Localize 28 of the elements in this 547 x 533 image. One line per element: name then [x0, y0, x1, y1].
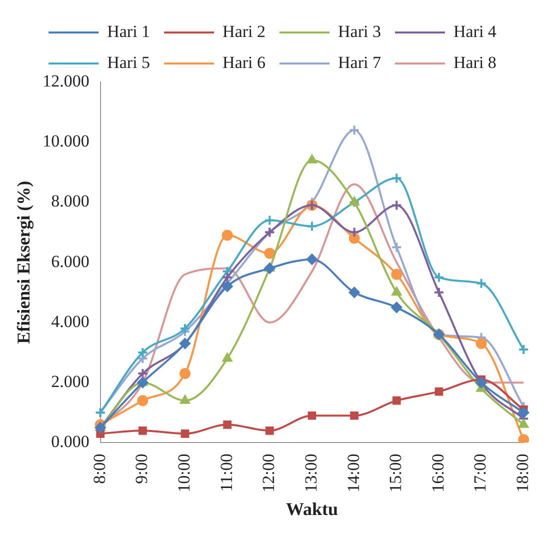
x-tick-label: 17:00 — [470, 454, 490, 492]
legend-label: Hari 8 — [453, 52, 496, 72]
x-axis-title: Waktu — [286, 498, 338, 519]
y-tick-label: 8.000 — [51, 192, 90, 211]
legend-label: Hari 7 — [338, 52, 382, 72]
x-tick-label: 11:00 — [216, 454, 236, 492]
x-tick-label: 10:00 — [174, 454, 194, 492]
y-tick-label: 0.000 — [51, 432, 90, 452]
y-tick-label: 6.000 — [51, 252, 90, 271]
y-axis-title: Efisiensi Eksergi (%) — [13, 180, 34, 344]
x-tick-label: 9:00 — [132, 454, 152, 484]
x-tick-label: 18:00 — [513, 454, 532, 492]
legend-label: Hari 3 — [338, 22, 381, 41]
legend-label: Hari 6 — [222, 52, 266, 72]
y-tick-label: 10.000 — [42, 132, 90, 151]
x-tick-label: 8:00 — [90, 454, 109, 484]
legend-label: Hari 5 — [107, 52, 150, 72]
y-tick-label: 12.000 — [42, 71, 90, 90]
legend-label: Hari 1 — [107, 22, 150, 41]
x-tick-label: 13:00 — [301, 454, 320, 492]
y-tick-label: 2.000 — [51, 372, 90, 392]
x-tick-label: 12:00 — [259, 454, 278, 492]
x-tick-label: 16:00 — [428, 454, 448, 492]
y-tick-label: 4.000 — [51, 312, 90, 331]
x-tick-label: 15:00 — [386, 454, 406, 492]
x-tick-label: 14:00 — [344, 454, 363, 492]
legend-label: Hari 2 — [222, 22, 266, 41]
legend-label: Hari 4 — [453, 22, 497, 41]
